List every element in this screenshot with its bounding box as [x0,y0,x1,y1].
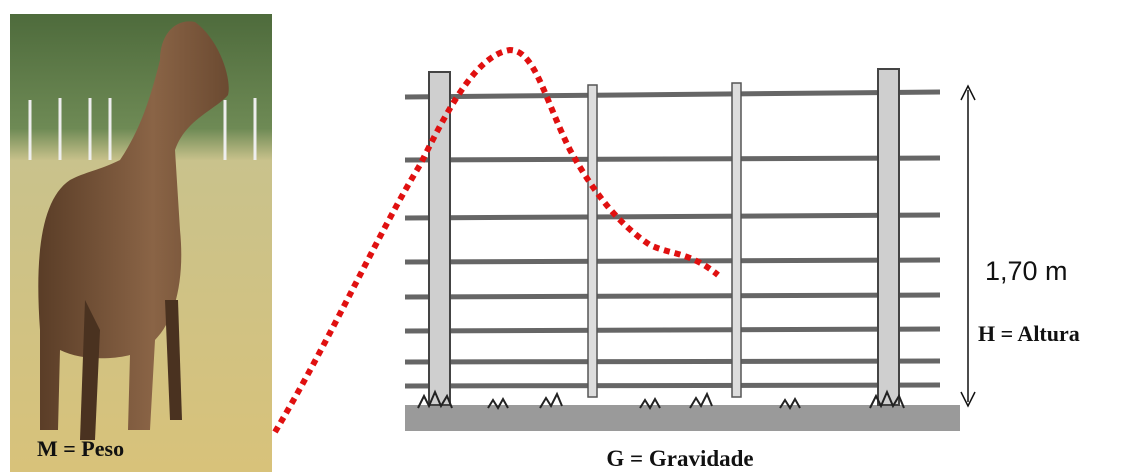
fence-rails [404,155,941,163]
fence-rails [404,89,941,100]
fence [404,68,960,431]
fence-stake [587,84,598,398]
fence-rails [404,212,941,221]
ground [405,405,960,431]
gravity-label: G = Gravidade [606,446,753,471]
fence-rails [404,326,941,334]
background-fence [28,98,257,160]
sheep-leg [165,300,182,420]
arrow-head [960,84,976,101]
fence-stake [731,82,742,398]
fence-rails [404,257,941,265]
fence-rails [404,358,941,365]
sheep-leg [80,300,100,440]
mass-label: M = Peso [37,436,124,461]
sheep-photo: M = Peso [10,14,272,472]
height-arrow [960,84,976,408]
jump-trajectory [272,46,720,434]
fence-rails [404,89,941,389]
height-label: H = Altura [978,321,1080,346]
height-value: 1,70 m [985,256,1068,286]
fence-post [428,71,451,406]
grass [417,389,905,410]
fence-post [877,68,900,406]
fence-rails [404,292,941,300]
fence-rails [404,382,941,389]
arrow-head [960,391,976,408]
